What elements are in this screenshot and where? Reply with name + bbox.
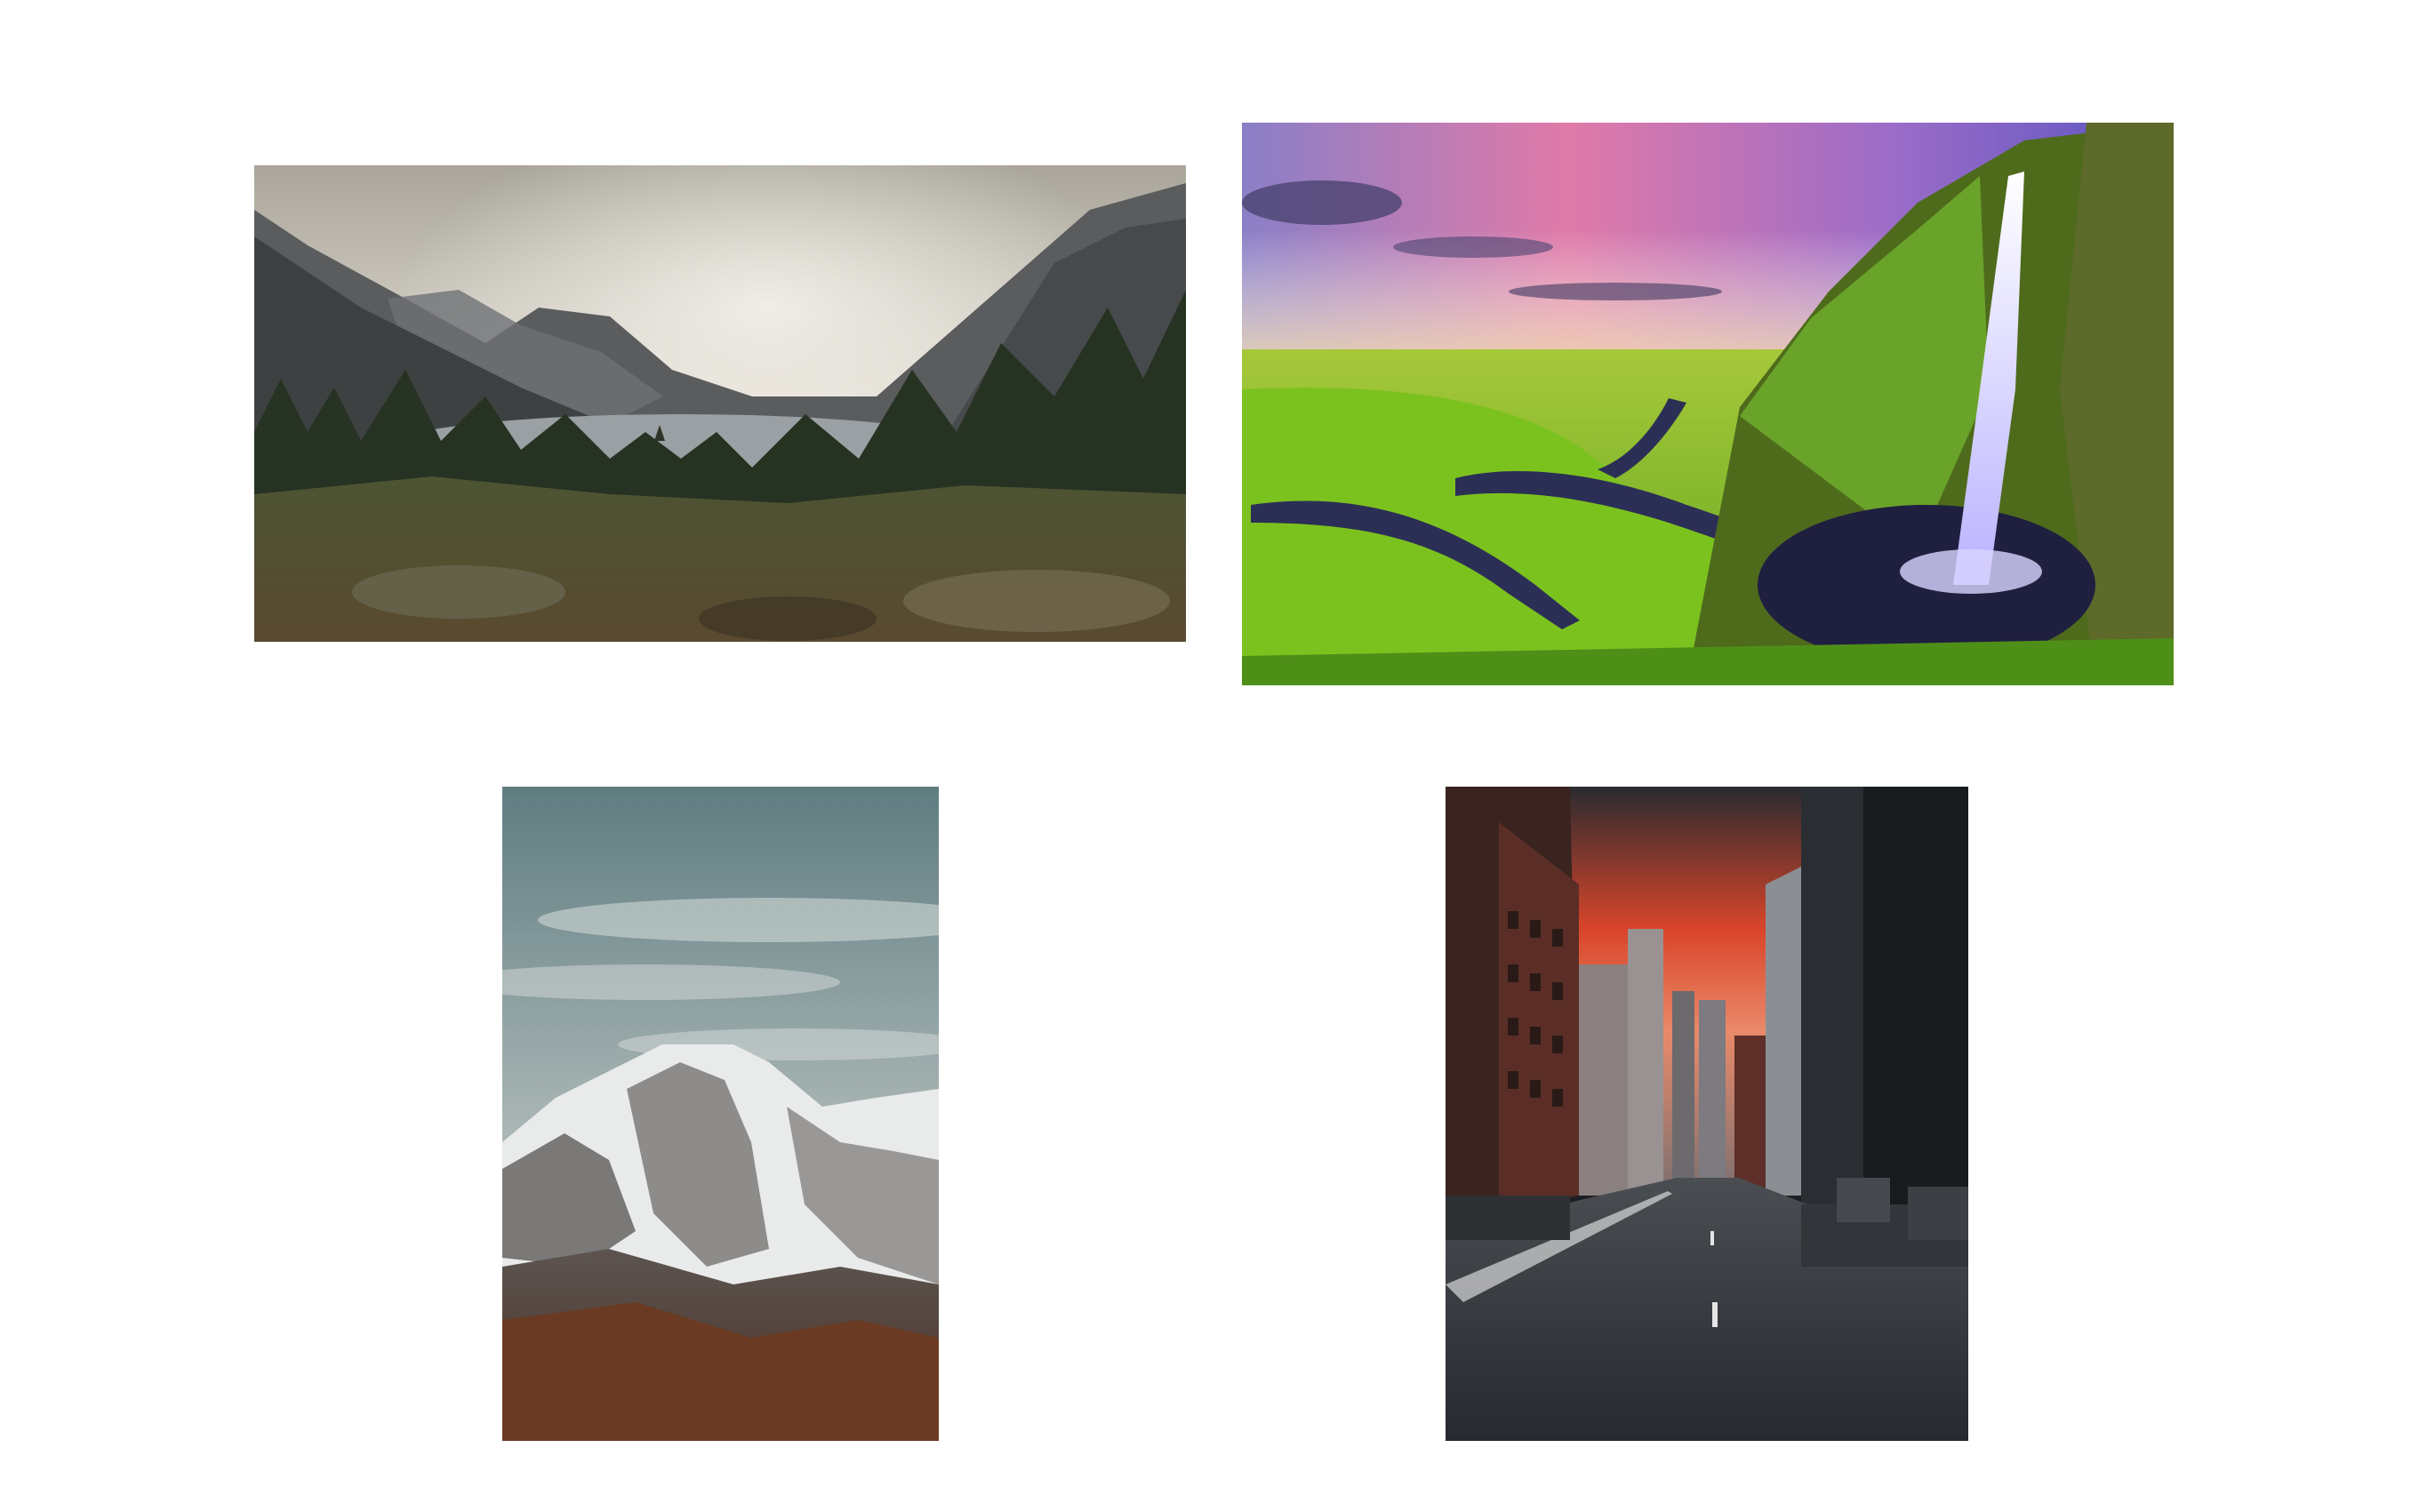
city-street-photo [1446, 787, 1968, 1441]
mountain-lake-photo [254, 165, 1186, 642]
gallery-image-city-street[interactable] [1446, 787, 1968, 1441]
gallery-image-waterfall[interactable] [1242, 123, 2174, 685]
waterfall-photo [1242, 123, 2174, 685]
gallery-image-mountain-lake[interactable] [254, 165, 1186, 642]
snowy-mountain-photo [502, 787, 939, 1441]
gallery-image-snowy-mountain[interactable] [502, 787, 939, 1441]
